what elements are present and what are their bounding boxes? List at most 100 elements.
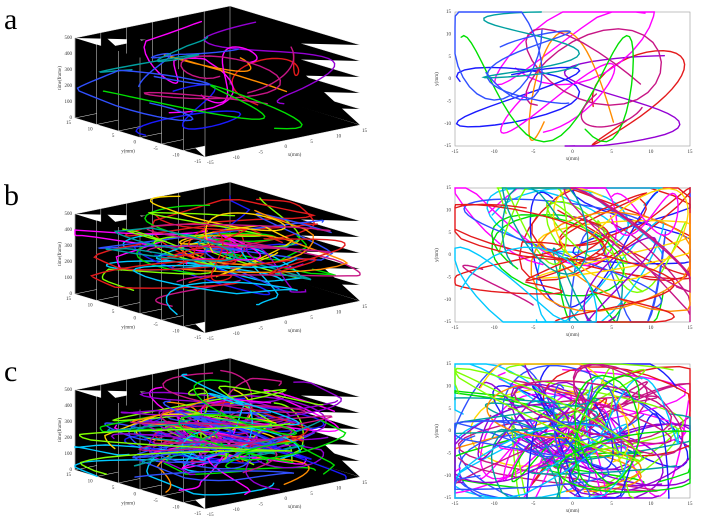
x-tick-label: 10 xyxy=(648,326,654,331)
panel-label: a xyxy=(4,3,17,36)
x-tick-label: 15 xyxy=(688,502,694,507)
trajectory-3d xyxy=(104,413,277,450)
trajectory-3d xyxy=(245,420,325,491)
y-tick-label: -10 xyxy=(173,154,180,159)
x-tick-label: 0 xyxy=(285,497,288,502)
trajectory-2d xyxy=(454,366,644,462)
trajectory-2d xyxy=(501,187,589,276)
y-tick-label: -10 xyxy=(444,474,451,479)
time-tick-label: 100 xyxy=(65,452,73,457)
time-tick-label: 0 xyxy=(70,116,73,121)
time-tick-label: 200 xyxy=(65,260,73,265)
y-tick-label: 10 xyxy=(446,32,452,37)
trajectory-3d xyxy=(231,52,300,106)
x-tick-label: 0 xyxy=(285,321,288,326)
trajectory-2d xyxy=(525,219,610,282)
x-tick-label: 5 xyxy=(610,326,613,331)
trajectory-3d xyxy=(143,20,234,114)
x-tick-label: 5 xyxy=(610,502,613,507)
trajectory-3d xyxy=(200,46,258,104)
y-tick-label: 0 xyxy=(449,253,452,258)
trajectory-3d xyxy=(76,69,211,122)
time-tick-label: 400 xyxy=(65,228,73,233)
y-tick-label: 0 xyxy=(449,429,452,434)
x-tick-label: -5 xyxy=(259,150,264,155)
time-tick-label: 300 xyxy=(65,244,73,249)
x-tick-label: 15 xyxy=(362,481,368,486)
time-tick-label: 300 xyxy=(65,420,73,425)
y-axis-label: y(mm) xyxy=(435,424,440,438)
trajectory-3d xyxy=(106,422,221,467)
trajectory-2d xyxy=(573,374,641,489)
y-tick-label: 10 xyxy=(88,304,94,309)
x-tick-label: -5 xyxy=(259,326,264,331)
y-tick-label: -15 xyxy=(194,512,201,517)
y-tick-label: -15 xyxy=(194,336,201,341)
y-tick-label: -10 xyxy=(444,298,451,303)
trajectory-3d xyxy=(74,444,200,477)
trajectory-2d xyxy=(486,30,572,105)
y-tick-label: -5 xyxy=(153,499,158,504)
trajectory-2d xyxy=(531,385,614,470)
y-tick-label: 5 xyxy=(112,310,115,315)
y-axis-label: y(mm) xyxy=(121,150,135,155)
plot-3d: 0 100 200 300 400 500 -15 -10 -5 0 5 10 15 15 10 5 0 -5 -1… xyxy=(58,181,368,342)
y-tick-label: 5 xyxy=(112,134,115,139)
trajectory-2d xyxy=(563,55,681,147)
x-tick-label: 5 xyxy=(310,316,313,321)
time-tick-label: 500 xyxy=(65,212,73,217)
trajectory-3d xyxy=(247,46,295,94)
x-tick-label: -10 xyxy=(233,156,240,161)
x-tick-label: -5 xyxy=(531,150,536,155)
x-tick-label: -15 xyxy=(452,150,459,155)
x-tick-label: 5 xyxy=(310,492,313,497)
x-axis-label: x(mm) xyxy=(566,509,580,514)
x-tick-label: -15 xyxy=(207,513,214,518)
plot-2d: -15 -10 -5 0 5 10 15 15 10 5 0 -5 -10 -15 x(mm) y(mm) xyxy=(435,10,693,162)
trajectory-3d xyxy=(145,223,331,254)
trajectory-3d xyxy=(238,419,347,475)
trajectory-2d xyxy=(513,380,673,445)
y-tick-label: 10 xyxy=(88,128,94,133)
trajectory-3d xyxy=(178,379,298,464)
x-tick-label: -10 xyxy=(233,508,240,513)
trajectory-2d xyxy=(609,192,679,237)
trajectory-2d xyxy=(557,430,691,493)
x-tick-label: 5 xyxy=(610,150,613,155)
time-tick-label: 500 xyxy=(65,36,73,41)
trajectory-2d xyxy=(457,395,661,492)
time-tick-label: 200 xyxy=(65,436,73,441)
x-tick-label: 0 xyxy=(571,326,574,331)
panel-label: c xyxy=(4,355,17,388)
x-tick-label: -5 xyxy=(531,502,536,507)
x-tick-label: -10 xyxy=(491,502,498,507)
time-axis-label: time(frame) xyxy=(58,418,63,442)
y-tick-label: -15 xyxy=(444,320,451,325)
y-tick-label: -5 xyxy=(447,275,452,280)
y-tick-label: -15 xyxy=(194,160,201,165)
trajectory-2d xyxy=(580,93,643,128)
trajectory-2d xyxy=(454,241,563,295)
x-tick-label: -15 xyxy=(452,502,459,507)
trajectory-3d xyxy=(99,415,243,476)
y-tick-label: -15 xyxy=(444,496,451,501)
trajectory-2d xyxy=(525,28,663,106)
y-tick-label: 15 xyxy=(66,473,72,478)
y-tick-label: 10 xyxy=(446,384,452,389)
trajectory-2d xyxy=(462,264,534,306)
trajectory-2d xyxy=(572,363,684,456)
y-tick-label: 10 xyxy=(446,208,452,213)
trajectory-3d xyxy=(162,400,273,445)
trajectory-3d xyxy=(187,228,229,265)
trajectory-3d xyxy=(163,54,288,93)
trajectory-3d xyxy=(78,422,291,475)
trajectory-3d xyxy=(74,229,243,271)
trajectory-2d xyxy=(552,187,689,282)
y-tick-label: 15 xyxy=(66,297,72,302)
time-tick-label: 100 xyxy=(65,100,73,105)
x-tick-label: -15 xyxy=(207,337,214,342)
x-axis-label: x(mm) xyxy=(288,329,302,334)
y-tick-label: 10 xyxy=(88,480,94,485)
x-tick-label: 15 xyxy=(362,305,368,310)
trajectory-2d xyxy=(529,413,691,475)
